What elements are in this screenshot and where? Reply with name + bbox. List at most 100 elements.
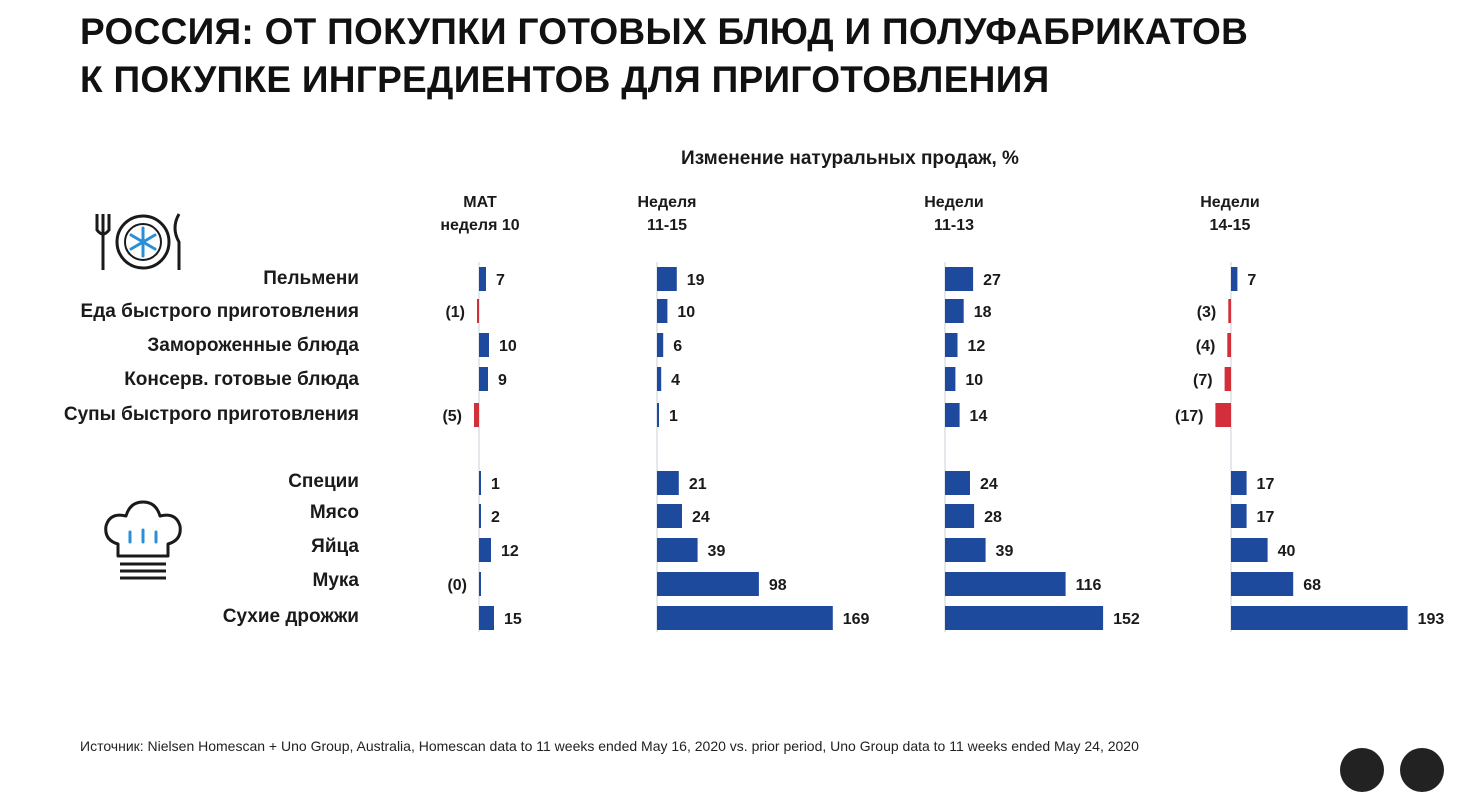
bar bbox=[945, 572, 1066, 596]
data-label: 10 bbox=[499, 338, 517, 355]
title-line-2: К ПОКУПКЕ ИНГРЕДИЕНТОВ ДЛЯ ПРИГОТОВЛЕНИЯ bbox=[80, 59, 1050, 100]
title-line-1: РОССИЯ: ОТ ПОКУПКИ ГОТОВЫХ БЛЮД И ПОЛУФА… bbox=[80, 11, 1249, 52]
data-label: 18 bbox=[974, 304, 992, 321]
data-label: (17) bbox=[1175, 408, 1203, 425]
data-label: 7 bbox=[496, 272, 505, 289]
column-header-line: Неделя bbox=[637, 194, 697, 211]
data-label: 14 bbox=[970, 408, 988, 425]
data-label: 40 bbox=[1278, 543, 1296, 560]
data-label: 4 bbox=[671, 372, 680, 389]
data-label: 98 bbox=[769, 577, 787, 594]
data-label: 2 bbox=[491, 509, 500, 526]
category-label: Сухие дрожжи bbox=[222, 606, 359, 627]
bar bbox=[1215, 403, 1231, 427]
data-label: 24 bbox=[692, 509, 710, 526]
data-label: 15 bbox=[504, 611, 522, 628]
data-label: 1 bbox=[491, 476, 500, 493]
column-header-line: MAT bbox=[463, 194, 497, 211]
bar bbox=[1227, 333, 1231, 357]
overlay-button[interactable] bbox=[1400, 748, 1444, 792]
bar bbox=[657, 606, 833, 630]
column-header-line: 14-15 bbox=[1209, 217, 1251, 234]
bar bbox=[479, 267, 486, 291]
bar bbox=[479, 538, 491, 562]
category-label: Консерв. готовые блюда bbox=[124, 369, 359, 390]
bar bbox=[945, 403, 960, 427]
bar bbox=[479, 504, 481, 528]
data-label: 10 bbox=[965, 372, 983, 389]
bar bbox=[477, 299, 479, 323]
column-header-line: 11-13 bbox=[933, 217, 975, 234]
bar bbox=[657, 538, 698, 562]
bar bbox=[945, 471, 970, 495]
bar bbox=[657, 267, 677, 291]
bar bbox=[479, 367, 488, 391]
category-label: Еда быстрого приготовления bbox=[80, 301, 359, 322]
bar bbox=[657, 299, 668, 323]
bar bbox=[1231, 267, 1238, 291]
data-label: 9 bbox=[498, 372, 507, 389]
bar bbox=[479, 333, 489, 357]
bar bbox=[945, 333, 958, 357]
bar bbox=[1224, 367, 1231, 391]
data-label: 19 bbox=[687, 272, 705, 289]
data-label: 21 bbox=[689, 476, 707, 493]
data-label: 10 bbox=[677, 304, 695, 321]
bar bbox=[1228, 299, 1231, 323]
column-header-line: 11-15 bbox=[646, 217, 688, 234]
page-title: РОССИЯ: ОТ ПОКУПКИ ГОТОВЫХ БЛЮД И ПОЛУФА… bbox=[80, 8, 1440, 104]
bar bbox=[479, 606, 494, 630]
data-label: 68 bbox=[1303, 577, 1321, 594]
bar bbox=[657, 504, 682, 528]
column-header-mat: MAT неделя 10 bbox=[380, 191, 580, 237]
bar bbox=[479, 572, 481, 596]
data-label: 39 bbox=[708, 543, 726, 560]
plate-with-snowflake-icon bbox=[95, 213, 181, 270]
bar bbox=[945, 367, 956, 391]
bar bbox=[1231, 606, 1408, 630]
data-label: 27 bbox=[983, 272, 1001, 289]
data-label: 116 bbox=[1076, 577, 1102, 594]
source-note: Источник: Nielsen Homescan + Uno Group, … bbox=[80, 738, 1139, 754]
bar bbox=[945, 267, 974, 291]
category-label: Мясо bbox=[309, 502, 359, 523]
bar bbox=[657, 333, 664, 357]
bar bbox=[657, 471, 679, 495]
chart-title: Изменение натуральных продаж, % bbox=[681, 148, 1019, 169]
bar bbox=[1231, 471, 1247, 495]
data-label: 12 bbox=[501, 543, 519, 560]
data-label: 152 bbox=[1113, 611, 1140, 628]
bar-chart: 7(1)109(5)1212(0)15191064121243998169271… bbox=[442, 262, 1444, 632]
data-label: 169 bbox=[843, 611, 870, 628]
bar bbox=[1231, 572, 1294, 596]
column-header-line: неделя 10 bbox=[440, 217, 520, 234]
column-header-line: Недели bbox=[1200, 194, 1260, 211]
bar bbox=[657, 403, 659, 427]
bar bbox=[474, 403, 479, 427]
data-label: 12 bbox=[967, 338, 985, 355]
bar bbox=[945, 299, 964, 323]
bar bbox=[657, 572, 759, 596]
data-label: 6 bbox=[673, 338, 682, 355]
bar bbox=[1231, 538, 1268, 562]
data-label: (5) bbox=[442, 408, 462, 425]
data-label: 17 bbox=[1257, 476, 1275, 493]
bar bbox=[657, 367, 662, 391]
data-label: (4) bbox=[1196, 338, 1216, 355]
data-label: (1) bbox=[445, 304, 465, 321]
data-label: 7 bbox=[1247, 272, 1256, 289]
data-label: 28 bbox=[984, 509, 1002, 526]
column-header-weeks-11-15: Неделя 11-15 bbox=[567, 191, 767, 237]
category-label: Специи bbox=[288, 471, 359, 492]
category-label: Пельмени bbox=[263, 268, 359, 289]
category-label: Яйца bbox=[311, 536, 359, 557]
bar bbox=[479, 471, 481, 495]
bar bbox=[945, 606, 1104, 630]
data-label: 24 bbox=[980, 476, 998, 493]
data-label: 39 bbox=[996, 543, 1014, 560]
category-label: Мука bbox=[312, 570, 359, 591]
data-label: (7) bbox=[1193, 372, 1213, 389]
overlay-button[interactable] bbox=[1340, 748, 1384, 792]
data-label: 1 bbox=[669, 408, 678, 425]
column-header-line: Недели bbox=[924, 194, 984, 211]
